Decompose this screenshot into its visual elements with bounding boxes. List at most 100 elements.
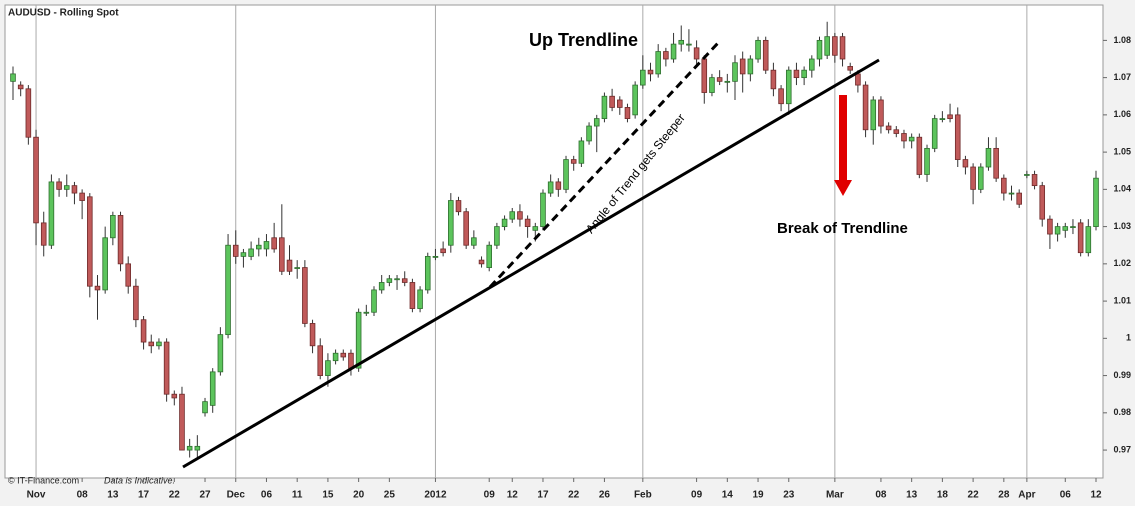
candle-body xyxy=(294,267,300,269)
candle-body xyxy=(601,95,608,119)
x-tick-label: 14 xyxy=(722,490,734,501)
x-tick-label: 09 xyxy=(484,490,496,501)
candle-body xyxy=(617,99,623,108)
candle-body xyxy=(171,393,178,399)
candle-body xyxy=(739,58,746,75)
candle-body xyxy=(1054,226,1061,235)
candle-body xyxy=(110,215,116,239)
candle-body xyxy=(409,282,416,309)
candle-body xyxy=(701,58,708,93)
candle-body xyxy=(355,311,362,369)
candle-body xyxy=(179,393,185,451)
candle-body xyxy=(593,118,600,127)
y-tick-label: 1.02 xyxy=(1113,258,1131,268)
candle-body xyxy=(217,334,224,373)
x-tick-label: Feb xyxy=(634,490,652,501)
y-tick-label: 1.06 xyxy=(1113,109,1131,119)
candle-body xyxy=(263,241,270,250)
candle-body xyxy=(793,69,800,79)
candle-body xyxy=(785,69,792,105)
candle-body xyxy=(48,181,55,246)
candle-body xyxy=(94,285,101,291)
candle-body xyxy=(778,88,784,105)
candle-body xyxy=(448,200,454,246)
candle-body xyxy=(371,289,377,313)
candle-body xyxy=(540,192,546,228)
candle-body xyxy=(1085,226,1092,254)
candle-body xyxy=(432,255,439,258)
candle-body xyxy=(309,323,316,347)
candle-body xyxy=(809,58,815,71)
candle-body xyxy=(670,43,677,60)
chart-title: AUDUSD - Rolling Spot xyxy=(8,8,119,19)
candle-body xyxy=(724,80,731,83)
candle-body xyxy=(401,278,408,283)
candle-body xyxy=(486,244,492,268)
candle-body xyxy=(40,222,47,246)
candle-body xyxy=(33,136,39,224)
x-tick-label: 22 xyxy=(169,490,181,501)
candle-body xyxy=(455,200,462,213)
x-tick-label: 13 xyxy=(107,490,119,501)
x-tick-label: 12 xyxy=(1090,490,1102,501)
x-tick-label: 19 xyxy=(752,490,764,501)
candle-body xyxy=(832,36,838,56)
x-tick-label: 09 xyxy=(691,490,703,501)
x-tick-label: 22 xyxy=(968,490,980,501)
candle-body xyxy=(1039,185,1046,220)
candle-body xyxy=(624,107,631,119)
candle-body xyxy=(1077,222,1084,254)
candle-body xyxy=(586,125,592,142)
candle-body xyxy=(954,114,961,160)
candle-body xyxy=(348,352,354,369)
candle-body xyxy=(279,237,285,272)
x-tick-label: 15 xyxy=(322,490,334,501)
x-tick-label: 23 xyxy=(783,490,795,501)
steeper-trendline xyxy=(488,41,720,289)
x-tick-label: 08 xyxy=(875,490,887,501)
y-tick-label: 1.07 xyxy=(1113,72,1131,82)
candle-body xyxy=(394,278,400,281)
candle-body xyxy=(332,352,339,362)
candle-body xyxy=(1062,226,1069,231)
y-tick-label: 1.04 xyxy=(1113,184,1131,194)
candle-body xyxy=(117,215,124,265)
candle-body xyxy=(939,118,946,120)
candle-body xyxy=(440,248,446,254)
candle-body xyxy=(317,345,324,376)
y-tick-label: 0.97 xyxy=(1113,444,1131,454)
candle-body xyxy=(25,88,32,138)
candle-body xyxy=(340,352,347,358)
candle-body xyxy=(762,39,769,71)
candle-body xyxy=(71,185,78,194)
candle-body xyxy=(509,211,516,220)
candle-body xyxy=(156,341,162,347)
y-tick-label: 1.03 xyxy=(1113,221,1131,231)
candle-body xyxy=(578,140,585,164)
axes: 0.97 0.98 0.99 1 1.01 1.02 1.03 1.04 1.05 1.06 1.0… xyxy=(27,35,1131,501)
x-tick-label: Apr xyxy=(1018,490,1035,501)
candle-body xyxy=(1047,218,1053,235)
candle-body xyxy=(524,218,531,228)
candle-body xyxy=(801,69,807,79)
candle-body xyxy=(248,248,254,257)
candle-body xyxy=(555,181,562,190)
candle-body xyxy=(186,445,193,451)
candle-body xyxy=(962,159,969,168)
candle-body xyxy=(947,114,953,119)
candle-body xyxy=(655,51,661,75)
candle-body xyxy=(494,226,500,246)
y-tick-label: 0.99 xyxy=(1113,370,1131,380)
candle-body xyxy=(225,244,231,336)
candle-body xyxy=(501,218,508,228)
x-tick-label: Dec xyxy=(227,490,246,501)
candle-body xyxy=(547,181,554,194)
y-tick-label: 0.98 xyxy=(1113,407,1131,417)
x-tick-label: 11 xyxy=(292,490,303,501)
candle-body xyxy=(125,263,131,287)
candle-body xyxy=(609,95,615,108)
x-tick-label: 12 xyxy=(507,490,519,501)
candle-body xyxy=(63,185,70,190)
y-tick-label: 1 xyxy=(1126,333,1131,343)
candle-body xyxy=(517,211,523,220)
